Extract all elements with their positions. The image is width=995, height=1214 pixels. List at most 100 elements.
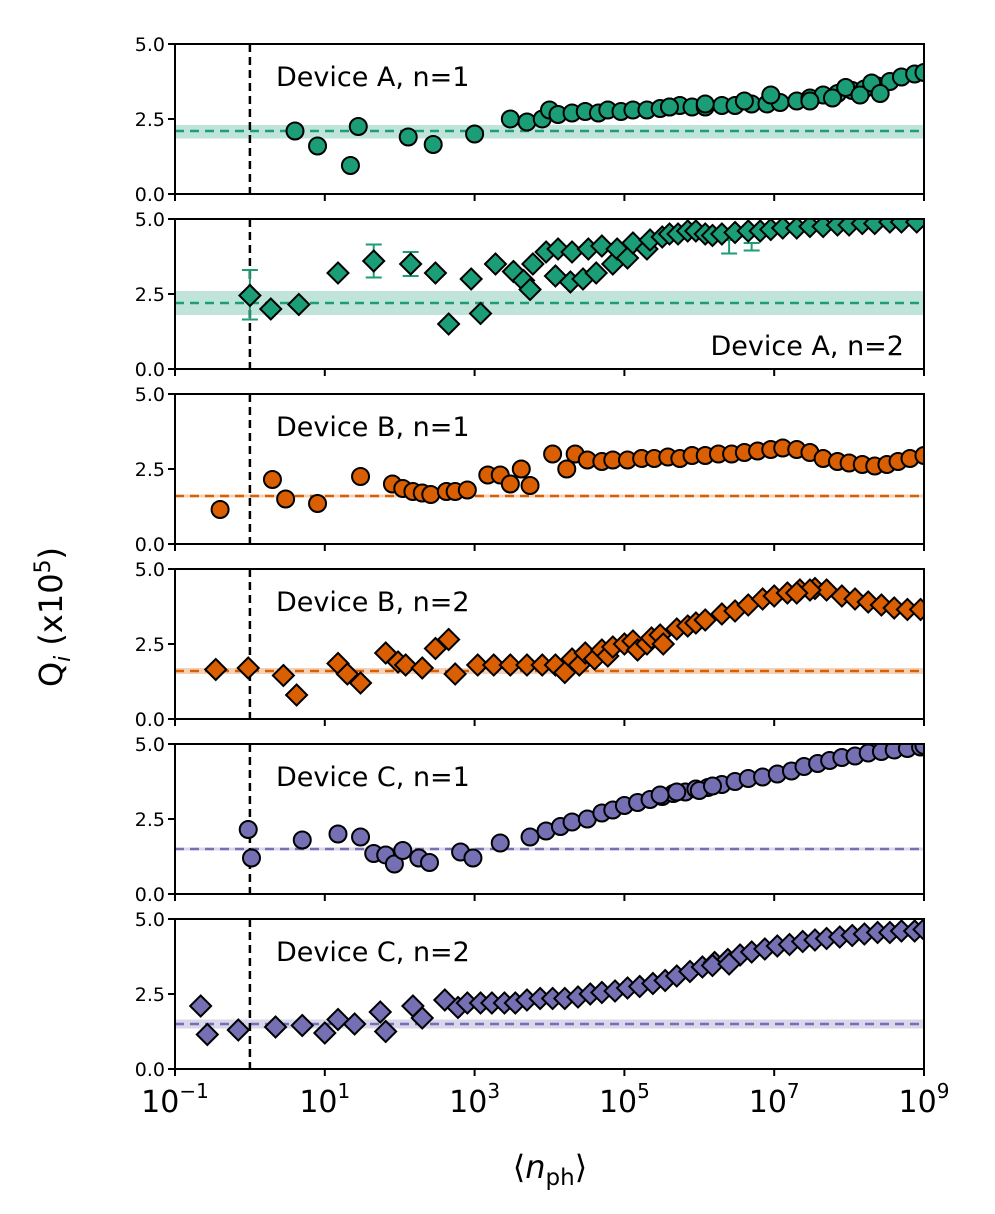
data-point (589, 234, 614, 258)
data-point (800, 91, 820, 111)
panel-label: Device B, n=1 (276, 412, 470, 443)
data-point (784, 581, 809, 605)
data-point (518, 277, 542, 302)
data-point (822, 88, 842, 108)
y-tick-label: 2.5 (135, 459, 165, 481)
data-point (465, 653, 490, 677)
data-point (348, 671, 373, 695)
data-point (290, 1013, 315, 1038)
x-axis-label: ⟨nph⟩ (513, 1148, 587, 1191)
data-point (500, 474, 520, 494)
data-point (483, 252, 508, 276)
data-point (511, 459, 531, 479)
data-point (328, 824, 348, 844)
panel-4: 0.0 2.5 5.0 Device B, n=2 (135, 559, 925, 731)
data-point (500, 109, 520, 129)
baseline-band (175, 847, 924, 851)
panel-1: 0.0 2.5 5.0 Device A, n=1 (135, 34, 925, 206)
data-point (520, 827, 540, 847)
data-point (393, 653, 418, 677)
data-point (463, 848, 483, 868)
baseline-band (175, 668, 924, 674)
x-tick-label: 103 (449, 1079, 500, 1120)
data-point (340, 156, 360, 175)
y-tick-label: 0.0 (135, 359, 165, 381)
y-tick-label: 0.0 (135, 534, 165, 556)
y-tick-label: 0.0 (135, 184, 165, 206)
data-point (285, 121, 305, 141)
data-point (520, 252, 545, 276)
data-point (914, 63, 924, 82)
data-point (312, 1021, 337, 1045)
panel-label: Device A, n=2 (711, 331, 904, 362)
data-point (914, 744, 924, 755)
panel-plot-area (175, 394, 924, 544)
y-tick-label: 2.5 (135, 634, 165, 656)
x-tick-label: 101 (299, 1079, 350, 1120)
data-point (659, 97, 679, 117)
data-point (351, 827, 371, 847)
data-point (326, 1007, 350, 1032)
data-point (342, 1012, 367, 1036)
y-tick-label: 2.5 (135, 809, 165, 831)
data-point (393, 841, 413, 860)
data-point (398, 127, 418, 147)
y-tick-label: 5.0 (135, 34, 165, 56)
data-point (284, 683, 309, 707)
x-tick-label: 109 (899, 1079, 950, 1120)
data-point (398, 252, 423, 276)
data-point (702, 776, 722, 796)
data-point (308, 136, 328, 156)
data-point (423, 261, 448, 285)
data-point (517, 112, 537, 132)
data-point (292, 830, 312, 850)
data-point (693, 608, 718, 632)
data-point (421, 485, 441, 504)
panel-label: Device C, n=2 (276, 937, 470, 968)
x-tick-label: 105 (599, 1079, 650, 1120)
data-point (914, 446, 924, 465)
data-point (912, 919, 924, 942)
data-point (237, 283, 262, 308)
data-point (188, 994, 213, 1018)
data-point (276, 489, 296, 509)
data-point (543, 444, 563, 464)
data-point (836, 78, 856, 97)
data-point (481, 653, 506, 677)
panel-plot-area (175, 744, 924, 894)
data-point (263, 1015, 288, 1039)
data-point (286, 292, 311, 317)
data-point (490, 833, 510, 853)
y-tick-label: 0.0 (135, 1059, 165, 1081)
panel-5: 0.0 2.5 5.0 Device C, n=1 (135, 734, 925, 906)
data-point (465, 124, 485, 144)
data-point (351, 467, 371, 486)
panel-plot-area (175, 44, 924, 194)
data-point (667, 782, 687, 802)
panel-plot-area (175, 569, 924, 719)
data-point (238, 820, 258, 839)
y-tick-label: 5.0 (135, 909, 165, 931)
panel-3: 0.0 2.5 5.0 Device B, n=1 (135, 384, 925, 556)
data-point (361, 249, 386, 273)
y-tick-label: 0.0 (135, 709, 165, 731)
panel-label: Device B, n=2 (276, 587, 470, 618)
data-point (348, 117, 368, 136)
y-tick-label: 0.0 (135, 884, 165, 906)
y-tick-label: 5.0 (135, 734, 165, 756)
data-point (443, 662, 468, 686)
y-tick-label: 2.5 (135, 284, 165, 306)
data-point (734, 91, 754, 111)
data-point (368, 1000, 393, 1024)
data-point (557, 459, 577, 479)
data-point (384, 854, 404, 874)
data-point (410, 1006, 435, 1030)
x-tick-label: 107 (749, 1079, 800, 1120)
y-axis-label: Qi (x105) (31, 547, 76, 687)
data-point (436, 312, 461, 336)
data-point (584, 261, 609, 285)
data-point (468, 301, 493, 326)
data-point (236, 656, 261, 680)
data-point (373, 1019, 398, 1044)
y-tick-label: 5.0 (135, 559, 165, 581)
